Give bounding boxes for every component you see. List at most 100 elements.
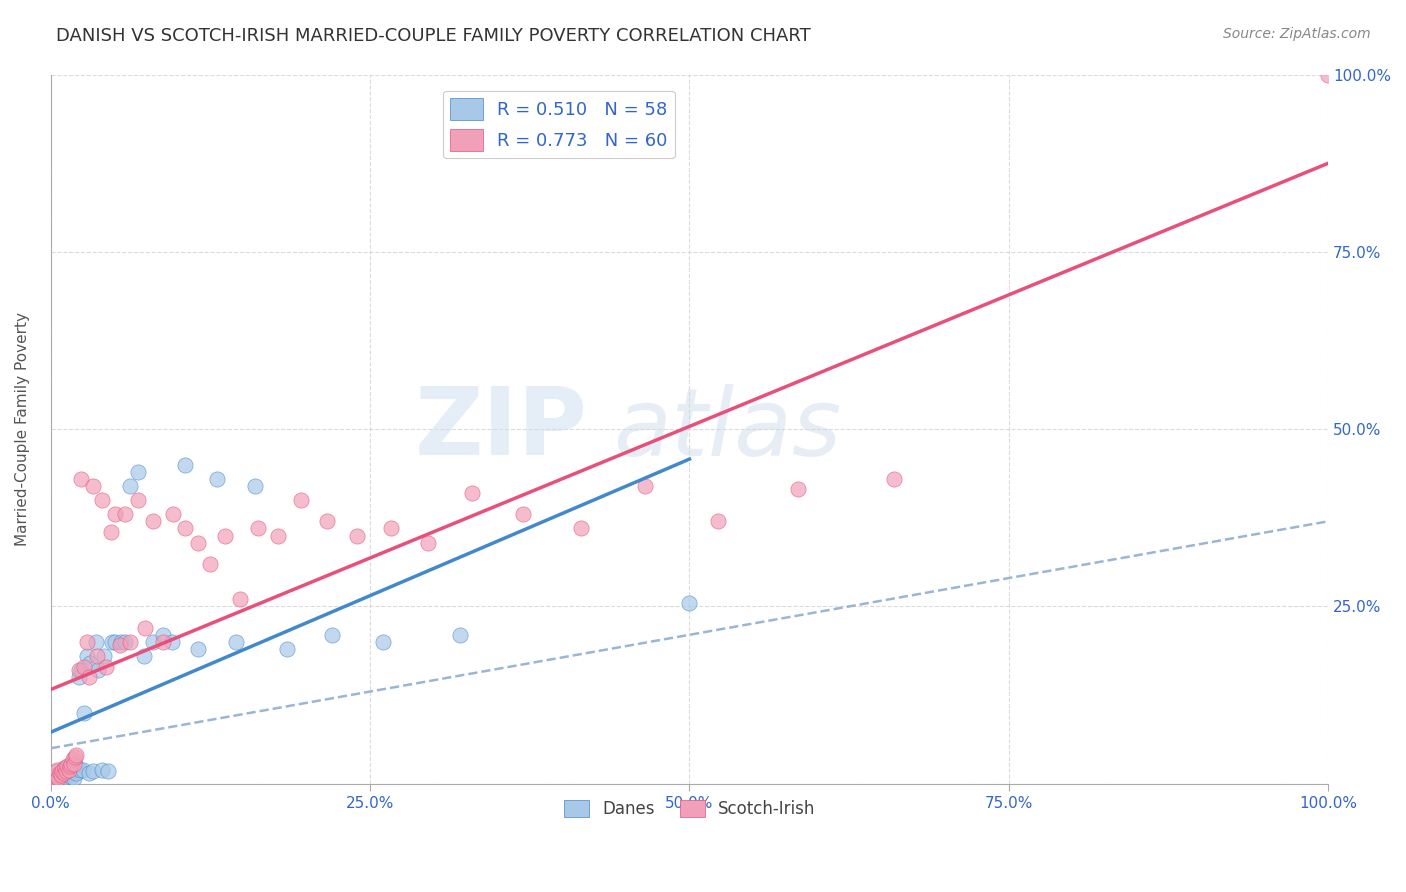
Point	[69, 763, 91, 777]
Point	[132, 649, 155, 664]
Point	[49, 766, 72, 780]
Point	[77, 670, 100, 684]
Text: ZIP: ZIP	[415, 384, 588, 475]
Point	[58, 768, 80, 782]
Point	[187, 535, 209, 549]
Point	[162, 507, 184, 521]
Point	[706, 514, 728, 528]
Point	[72, 763, 94, 777]
Point	[65, 766, 87, 780]
Point	[118, 479, 141, 493]
Point	[52, 761, 75, 775]
Point	[110, 635, 132, 649]
Point	[276, 642, 298, 657]
Point	[48, 773, 70, 788]
Point	[380, 521, 402, 535]
Point	[62, 764, 84, 778]
Point	[63, 756, 86, 771]
Point	[63, 763, 86, 777]
Point	[82, 479, 104, 493]
Point	[134, 621, 156, 635]
Point	[76, 649, 98, 664]
Point	[59, 766, 82, 780]
Point	[51, 770, 73, 784]
Point	[108, 639, 131, 653]
Point	[346, 528, 368, 542]
Point	[46, 764, 69, 778]
Point	[44, 771, 66, 785]
Point	[142, 635, 165, 649]
Text: atlas: atlas	[613, 384, 841, 475]
Point	[90, 763, 112, 777]
Point	[321, 628, 343, 642]
Point	[49, 768, 72, 782]
Point	[245, 479, 267, 493]
Point	[45, 770, 67, 784]
Point	[42, 774, 65, 789]
Point	[787, 483, 810, 497]
Point	[62, 752, 84, 766]
Point	[678, 596, 700, 610]
Point	[49, 771, 72, 785]
Point	[59, 759, 82, 773]
Point	[60, 770, 83, 784]
Point	[127, 465, 149, 479]
Point	[73, 706, 96, 720]
Point	[44, 771, 66, 785]
Point	[142, 514, 165, 528]
Point	[315, 514, 337, 528]
Point	[49, 766, 72, 780]
Point	[449, 628, 471, 642]
Point	[461, 486, 484, 500]
Point	[104, 635, 127, 649]
Point	[52, 771, 75, 785]
Point	[634, 479, 657, 493]
Point	[52, 766, 75, 780]
Point	[52, 766, 75, 780]
Point	[416, 535, 439, 549]
Point	[883, 472, 905, 486]
Point	[114, 635, 136, 649]
Point	[87, 663, 110, 677]
Point	[100, 524, 122, 539]
Point	[46, 768, 69, 782]
Point	[84, 635, 107, 649]
Point	[45, 773, 67, 788]
Point	[90, 493, 112, 508]
Point	[70, 472, 93, 486]
Point	[48, 771, 70, 785]
Point	[214, 528, 236, 542]
Point	[104, 507, 127, 521]
Point	[60, 756, 83, 771]
Y-axis label: Married-Couple Family Poverty: Married-Couple Family Poverty	[15, 312, 30, 546]
Point	[70, 663, 93, 677]
Point	[152, 628, 174, 642]
Point	[63, 749, 86, 764]
Point	[229, 592, 252, 607]
Point	[79, 656, 101, 670]
Point	[225, 635, 247, 649]
Point	[127, 493, 149, 508]
Point	[41, 775, 63, 789]
Point	[46, 763, 69, 777]
Point	[569, 521, 592, 535]
Point	[65, 759, 87, 773]
Point	[55, 764, 77, 778]
Point	[58, 763, 80, 777]
Point	[65, 748, 87, 763]
Point	[187, 642, 209, 657]
Point	[290, 493, 312, 508]
Point	[76, 635, 98, 649]
Point	[200, 557, 222, 571]
Point	[42, 773, 65, 788]
Point	[46, 768, 69, 782]
Point	[63, 771, 86, 785]
Point	[53, 761, 76, 775]
Point	[59, 759, 82, 773]
Point	[1317, 68, 1340, 82]
Point	[371, 635, 394, 649]
Point	[55, 770, 77, 784]
Point	[174, 458, 197, 472]
Point	[94, 659, 117, 673]
Point	[118, 635, 141, 649]
